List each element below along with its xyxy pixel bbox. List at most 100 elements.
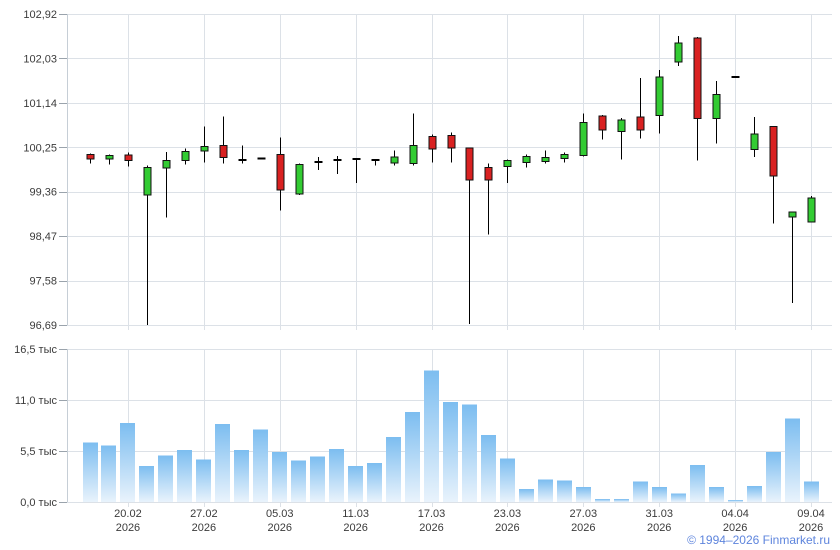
volume-bar — [291, 460, 306, 502]
candle-body-down — [86, 153, 95, 160]
candlestick — [788, 211, 797, 304]
volume-bar — [709, 487, 724, 502]
volume-bar — [234, 450, 249, 502]
candle-body-doji — [731, 75, 740, 78]
candlestick — [617, 117, 626, 160]
candlestick — [731, 75, 740, 78]
candle-body-up — [503, 159, 512, 167]
x-axis-date-label: 09.04 — [797, 508, 825, 520]
volume-bar — [120, 423, 135, 502]
candlestick — [314, 156, 323, 171]
volume-bar — [177, 450, 192, 502]
candlestick — [750, 116, 759, 157]
candlestick — [219, 116, 228, 164]
x-axis-year-label: 2026 — [419, 522, 443, 534]
price-y-axis-label: 98,47 — [29, 231, 57, 243]
candlestick — [257, 157, 266, 160]
x-axis-date-label: 23.03 — [494, 508, 522, 520]
axes — [59, 14, 68, 503]
x-axis-year-label: 2026 — [116, 522, 140, 534]
volume-bar — [310, 456, 325, 502]
x-axis-year-label: 2026 — [192, 522, 216, 534]
x-axis-year-label: 2026 — [343, 522, 367, 534]
x-axis-date-label: 17.03 — [418, 508, 446, 520]
volume-bar — [196, 459, 211, 502]
candle-body-up — [162, 159, 171, 169]
candle-body-up — [200, 145, 209, 152]
x-axis-year-label: 2026 — [267, 522, 291, 534]
candle-body-up — [560, 153, 569, 159]
volume-bar — [215, 424, 230, 502]
candle-body-doji — [238, 158, 247, 161]
volume-y-axis-label: 11,0 тыс — [15, 395, 58, 407]
candlestick — [162, 151, 171, 218]
candle-body-up — [674, 42, 683, 63]
candlestick — [636, 77, 645, 139]
candle-body-down — [769, 125, 778, 177]
volume-bar — [690, 464, 705, 502]
volume-bar — [804, 481, 819, 502]
volume-bar — [253, 429, 268, 502]
price-y-axis-label: 101,14 — [23, 98, 57, 110]
volume-bar — [728, 500, 743, 502]
candlestick — [712, 80, 721, 144]
finmarket-copyright-link[interactable]: © 1994–2026 Finmarket.ru — [687, 533, 830, 547]
x-axis-date-label: 27.03 — [570, 508, 598, 520]
candlestick — [503, 159, 512, 184]
volume-bar — [424, 370, 439, 502]
volume-bar — [633, 481, 648, 502]
candle-body-up — [409, 144, 418, 164]
candlestick — [447, 132, 456, 163]
x-axis-year-label: 2026 — [799, 522, 823, 534]
volume-y-axis-label: 5,5 тыс — [20, 446, 57, 458]
candlestick — [295, 163, 304, 196]
candlestick — [693, 36, 702, 161]
x-axis-year-label: 2026 — [571, 522, 595, 534]
candle-body-up — [295, 163, 304, 195]
candlestick — [428, 134, 437, 163]
candlestick — [238, 145, 247, 164]
candle-body-down — [428, 135, 437, 150]
volume-bar — [272, 451, 287, 502]
candlestick — [541, 150, 550, 164]
volume-bar — [101, 445, 116, 502]
x-axis-year-label: 2026 — [495, 522, 519, 534]
candle-body-doji — [257, 157, 266, 160]
candle-body-down — [447, 134, 456, 149]
volume-bar — [557, 480, 572, 502]
x-axis-date-label: 27.02 — [190, 508, 218, 520]
candle-body-down — [276, 153, 285, 191]
x-axis-date-label: 05.03 — [266, 508, 294, 520]
candle-body-up — [541, 156, 550, 162]
volume-bar — [348, 465, 363, 502]
candle-body-up — [807, 197, 816, 223]
candle-body-up — [181, 150, 190, 161]
volume-bar — [367, 463, 382, 502]
volume-bar — [386, 437, 401, 502]
candle-body-down — [219, 144, 228, 158]
candle-body-down — [598, 115, 607, 131]
candlestick — [655, 69, 664, 134]
candle-body-down — [124, 154, 133, 161]
x-axis-date-label: 20.02 — [114, 508, 142, 520]
candlestick — [352, 157, 361, 184]
volume-bar — [595, 499, 610, 502]
volume-bar — [158, 455, 173, 502]
volume-bar — [519, 489, 534, 502]
volume-bar — [443, 401, 458, 502]
candle-body-up — [750, 133, 759, 150]
candlestick — [333, 155, 342, 175]
volume-bar — [500, 458, 515, 502]
candlestick — [769, 125, 778, 224]
candle-body-up — [617, 119, 626, 132]
candle-body-up — [788, 211, 797, 218]
candlestick — [371, 158, 380, 166]
volume-bar — [538, 479, 553, 502]
candlestick — [181, 148, 190, 165]
price-y-axis-label: 99,36 — [29, 187, 57, 199]
volume-bar — [614, 499, 629, 502]
volume-bar — [329, 449, 344, 502]
volume-bar — [576, 487, 591, 502]
